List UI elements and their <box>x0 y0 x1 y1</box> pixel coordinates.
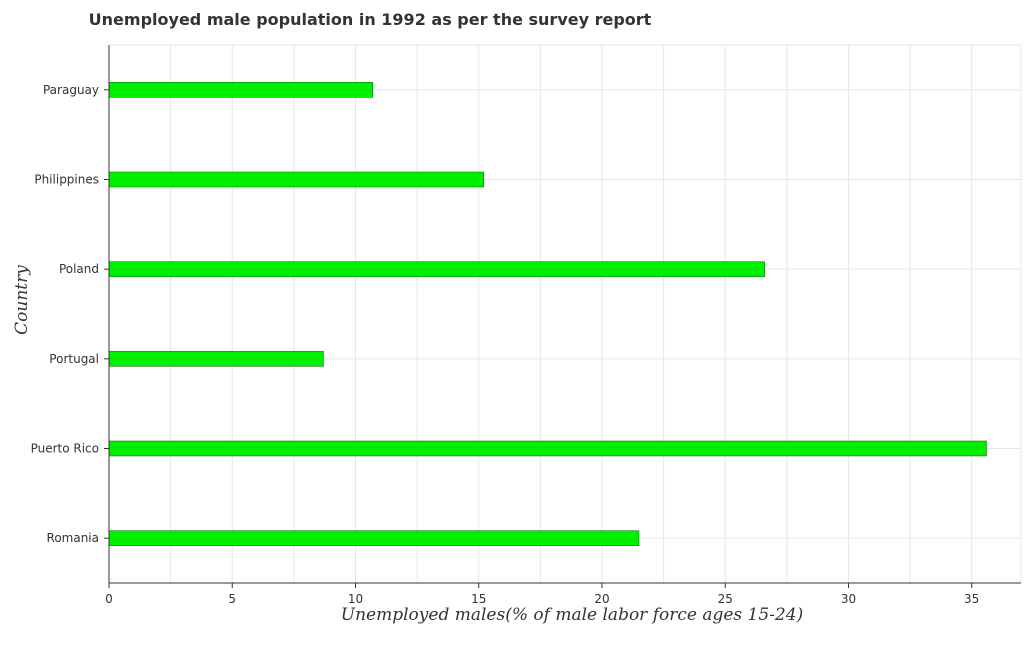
bar-philippines <box>108 171 484 188</box>
x-tick-label: 20 <box>594 592 609 606</box>
y-tick-label: Puerto Rico <box>31 442 99 456</box>
x-tick-label: 35 <box>964 592 979 606</box>
grid <box>108 44 1022 583</box>
x-tick-label: 30 <box>841 592 856 606</box>
bar-poland <box>108 261 765 277</box>
bar-puerto-rico <box>108 440 987 457</box>
x-tick-label: 10 <box>348 592 363 606</box>
axes <box>104 45 1021 588</box>
x-tick-label: 25 <box>718 592 733 606</box>
y-tick-label: Paraguay <box>43 83 99 97</box>
x-tick-label: 0 <box>105 592 113 606</box>
y-tick-label: Portugal <box>49 352 99 366</box>
bars <box>108 82 987 546</box>
y-tick-label: Romania <box>47 531 99 545</box>
x-axis-label: Unemployed males(% of male labor force a… <box>341 605 803 625</box>
bar-romania <box>108 530 640 546</box>
x-tick-label: 15 <box>471 592 486 606</box>
y-axis-label: Country <box>12 265 32 335</box>
y-tick-label: Poland <box>59 262 99 276</box>
bar-portugal <box>108 351 324 367</box>
x-tick-label: 5 <box>228 592 236 606</box>
chart-title: Unemployed male population in 1992 as pe… <box>89 10 652 29</box>
tick-labels: Paraguay Philippines Poland Portugal Puerto … <box>31 83 980 606</box>
bar-paraguay <box>108 82 373 98</box>
y-tick-label: Philippines <box>34 173 99 187</box>
